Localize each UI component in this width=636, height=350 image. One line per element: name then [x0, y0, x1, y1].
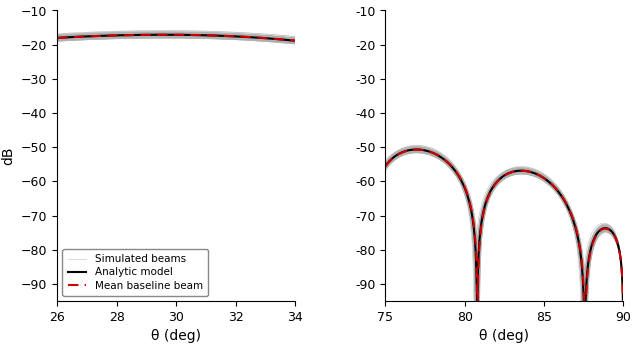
Y-axis label: dB: dB [1, 147, 15, 165]
Legend: Simulated beams, Analytic model, Mean baseline beam: Simulated beams, Analytic model, Mean ba… [62, 249, 208, 296]
Simulated beams [284, 38, 292, 42]
Mean baseline beam [284, 38, 292, 42]
Mean baseline beam [284, 38, 292, 42]
Simulated beams [53, 36, 61, 40]
Analytic model [160, 33, 167, 37]
Mean baseline beam [291, 38, 299, 43]
Analytic model [284, 38, 292, 42]
X-axis label: θ (deg): θ (deg) [480, 329, 529, 343]
Analytic model [66, 35, 73, 39]
Simulated beams [66, 35, 73, 40]
Analytic model [284, 38, 292, 42]
Simulated beams [163, 33, 170, 37]
Line: Mean baseline beam: Mean baseline beam [57, 35, 295, 41]
Mean baseline beam [53, 36, 61, 40]
Analytic model [163, 33, 170, 37]
Mean baseline beam [169, 33, 177, 37]
Analytic model [169, 33, 177, 37]
Simulated beams [169, 33, 177, 37]
Simulated beams [284, 38, 292, 42]
Line: Analytic model: Analytic model [57, 35, 295, 41]
Mean baseline beam [163, 33, 170, 37]
Simulated beams [162, 33, 170, 37]
Simulated beams [291, 39, 299, 43]
Mean baseline beam [241, 35, 249, 39]
Mean baseline beam [162, 33, 169, 37]
Analytic model [291, 38, 299, 43]
Analytic model [53, 36, 61, 40]
Analytic model [241, 35, 249, 39]
Mean baseline beam [66, 35, 73, 40]
X-axis label: θ (deg): θ (deg) [151, 329, 201, 343]
Line: Simulated beams: Simulated beams [57, 35, 295, 41]
Simulated beams [241, 35, 249, 39]
